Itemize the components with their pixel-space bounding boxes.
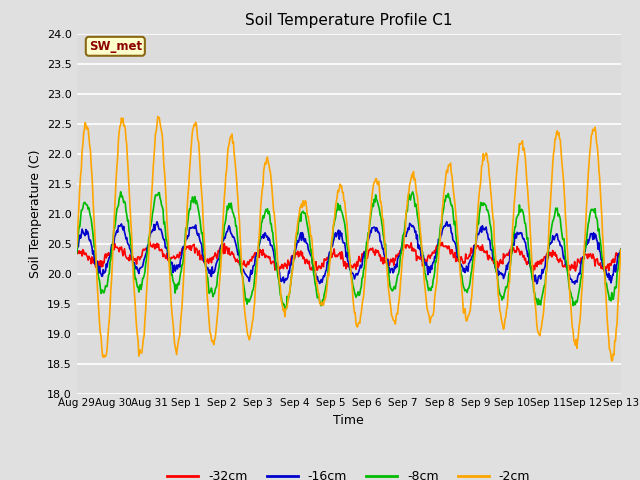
-16cm xyxy=(571,281,579,287)
-16cm xyxy=(431,254,438,260)
-2cm xyxy=(154,114,161,120)
-8cm xyxy=(73,250,81,256)
-32cm xyxy=(145,238,153,244)
-32cm xyxy=(600,268,608,274)
-8cm xyxy=(282,306,290,312)
-8cm xyxy=(617,247,625,252)
-32cm xyxy=(416,256,424,262)
Text: SW_met: SW_met xyxy=(89,40,142,53)
-32cm xyxy=(73,246,81,252)
-32cm xyxy=(195,250,202,256)
-16cm xyxy=(223,229,230,235)
-2cm xyxy=(608,358,616,364)
-2cm xyxy=(416,218,424,224)
-2cm xyxy=(195,139,202,144)
-16cm xyxy=(194,232,202,238)
-2cm xyxy=(139,344,147,349)
-8cm xyxy=(83,202,90,208)
-8cm xyxy=(417,237,424,243)
Line: -8cm: -8cm xyxy=(77,192,621,309)
-8cm xyxy=(140,275,147,281)
-2cm xyxy=(73,244,81,250)
Y-axis label: Soil Temperature (C): Soil Temperature (C) xyxy=(29,149,42,278)
-32cm xyxy=(223,246,231,252)
-16cm xyxy=(443,219,451,225)
-2cm xyxy=(617,247,625,253)
-8cm xyxy=(195,208,202,214)
Title: Soil Temperature Profile C1: Soil Temperature Profile C1 xyxy=(245,13,452,28)
-8cm xyxy=(117,189,125,195)
-16cm xyxy=(617,247,625,252)
-2cm xyxy=(431,288,439,294)
-16cm xyxy=(415,242,422,248)
-2cm xyxy=(83,126,90,132)
Legend: -32cm, -16cm, -8cm, -2cm: -32cm, -16cm, -8cm, -2cm xyxy=(162,465,536,480)
Line: -32cm: -32cm xyxy=(77,241,621,271)
Line: -16cm: -16cm xyxy=(77,222,621,284)
-16cm xyxy=(139,264,147,269)
-8cm xyxy=(433,259,440,264)
-32cm xyxy=(617,247,625,252)
-16cm xyxy=(83,231,90,237)
-8cm xyxy=(223,203,231,209)
-32cm xyxy=(83,253,90,259)
-32cm xyxy=(139,248,147,253)
Line: -2cm: -2cm xyxy=(77,117,621,361)
-32cm xyxy=(431,250,439,255)
X-axis label: Time: Time xyxy=(333,414,364,427)
-16cm xyxy=(73,249,81,255)
-2cm xyxy=(223,154,231,160)
